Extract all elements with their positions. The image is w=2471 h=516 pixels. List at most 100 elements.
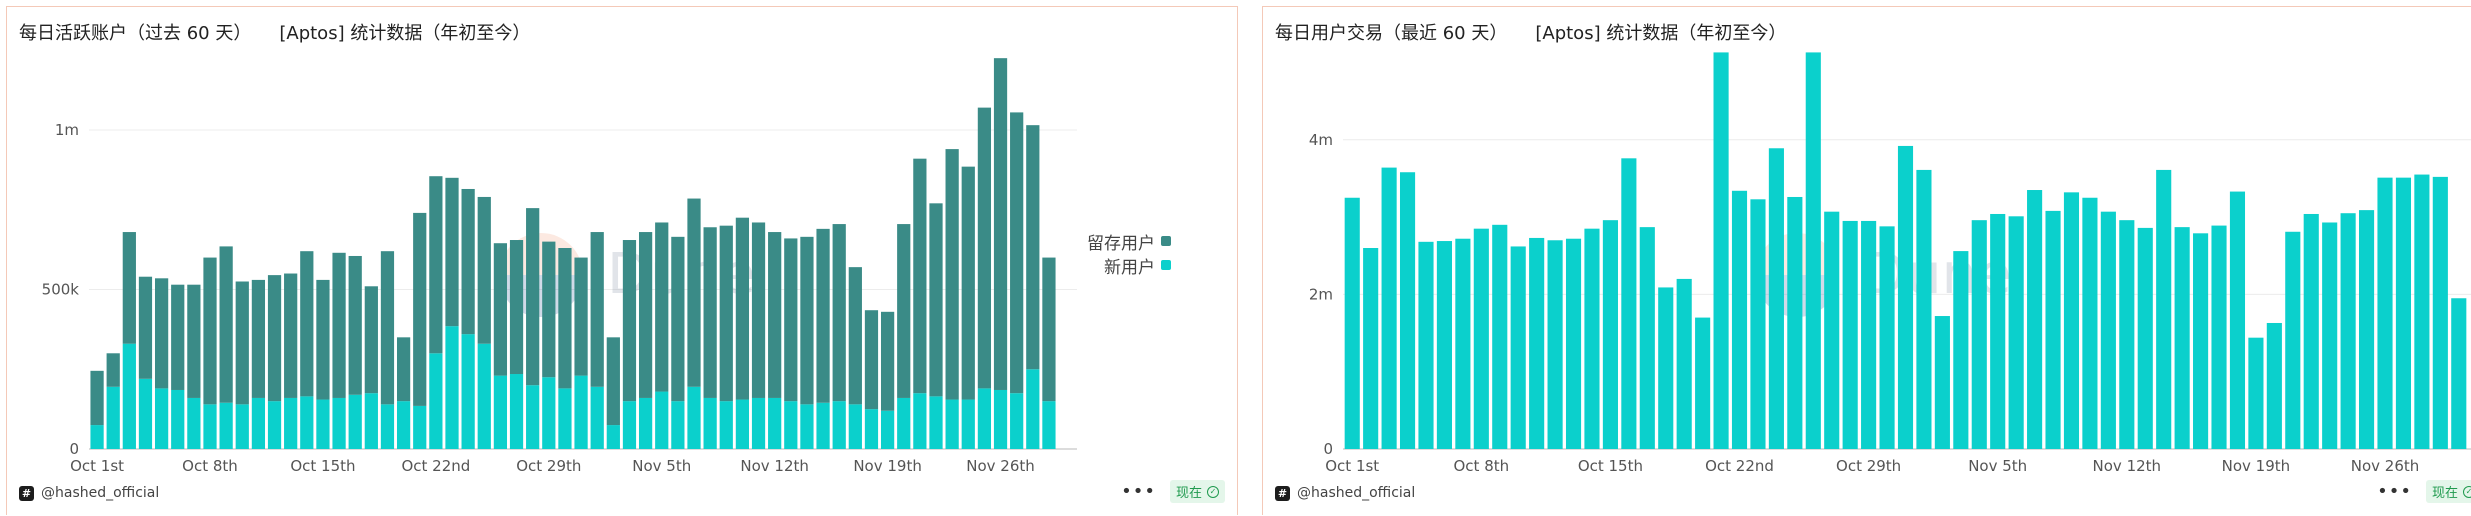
bar-primary[interactable] <box>800 404 814 449</box>
bar-secondary[interactable] <box>429 176 443 354</box>
bar-primary[interactable] <box>751 397 766 449</box>
bar-secondary[interactable] <box>122 232 136 344</box>
bar-primary[interactable] <box>2359 210 2375 449</box>
bar-primary[interactable] <box>526 385 540 449</box>
bar-primary[interactable] <box>2119 220 2135 449</box>
bar-primary[interactable] <box>1344 197 1360 449</box>
bar-primary[interactable] <box>1695 317 1711 449</box>
bar-primary[interactable] <box>1934 316 1950 449</box>
bar-primary[interactable] <box>1897 145 1914 449</box>
bar-primary[interactable] <box>1621 158 1637 449</box>
bar-primary[interactable] <box>2229 191 2246 449</box>
bar-primary[interactable] <box>122 343 136 449</box>
bar-secondary[interactable] <box>90 370 104 426</box>
bar-primary[interactable] <box>2211 225 2227 449</box>
bar-secondary[interactable] <box>171 284 185 390</box>
bar-primary[interactable] <box>300 396 314 449</box>
bar-primary[interactable] <box>1547 240 1563 449</box>
bar-primary[interactable] <box>945 399 959 449</box>
bar-primary[interactable] <box>735 399 750 449</box>
bar-primary[interactable] <box>590 386 604 449</box>
bar-primary[interactable] <box>1602 220 1618 449</box>
bar-primary[interactable] <box>1455 238 1471 449</box>
bar-primary[interactable] <box>2100 211 2116 449</box>
bar-secondary[interactable] <box>187 284 201 398</box>
bar-primary[interactable] <box>348 394 362 449</box>
author-credit[interactable]: # @hashed_official <box>1275 485 1415 501</box>
bar-secondary[interactable] <box>800 236 814 405</box>
bar-primary[interactable] <box>332 397 346 449</box>
bar-primary[interactable] <box>1042 401 1056 449</box>
bar-secondary[interactable] <box>348 255 362 395</box>
bar-primary[interactable] <box>477 343 491 449</box>
bar-secondary[interactable] <box>848 267 862 405</box>
bar-secondary[interactable] <box>332 252 346 398</box>
bar-primary[interactable] <box>461 334 475 449</box>
bar-primary[interactable] <box>1861 220 1877 449</box>
legend-item[interactable]: 留存用户 <box>1087 229 1171 254</box>
bar-primary[interactable] <box>235 404 249 449</box>
bar-primary[interactable] <box>1750 199 1766 449</box>
bar-secondary[interactable] <box>929 203 943 397</box>
bar-secondary[interactable] <box>655 222 669 392</box>
bar-primary[interactable] <box>203 404 217 449</box>
bar-primary[interactable] <box>832 401 846 449</box>
bar-primary[interactable] <box>606 425 620 449</box>
bar-primary[interactable] <box>542 377 556 449</box>
bar-secondary[interactable] <box>945 149 959 400</box>
author-credit[interactable]: # @hashed_official <box>19 485 159 501</box>
bar-primary[interactable] <box>171 389 185 449</box>
bar-secondary[interactable] <box>558 248 572 389</box>
bar-secondary[interactable] <box>574 257 588 376</box>
bar-secondary[interactable] <box>219 246 233 403</box>
bar-secondary[interactable] <box>784 238 798 402</box>
bar-primary[interactable] <box>1916 169 1932 450</box>
bar-secondary[interactable] <box>300 251 314 397</box>
bar-secondary[interactable] <box>364 286 378 394</box>
bar-primary[interactable] <box>364 393 378 449</box>
bar-secondary[interactable] <box>316 279 330 400</box>
bar-primary[interactable] <box>90 425 104 449</box>
bar-primary[interactable] <box>1824 211 1840 449</box>
bar-primary[interactable] <box>558 388 572 449</box>
bar-primary[interactable] <box>2285 231 2301 449</box>
bar-secondary[interactable] <box>413 212 427 406</box>
bar-primary[interactable] <box>1010 393 1024 449</box>
bar-primary[interactable] <box>1565 238 1582 449</box>
bar-secondary[interactable] <box>509 240 524 375</box>
bar-primary[interactable] <box>687 386 701 449</box>
bar-secondary[interactable] <box>735 217 750 400</box>
bar-primary[interactable] <box>2193 233 2209 449</box>
bar-secondary[interactable] <box>477 196 491 344</box>
bar-primary[interactable] <box>913 393 927 449</box>
bar-primary[interactable] <box>251 397 266 449</box>
bar-secondary[interactable] <box>719 225 733 402</box>
bar-secondary[interactable] <box>671 236 685 402</box>
bar-primary[interactable] <box>429 353 443 449</box>
bar-primary[interactable] <box>1768 148 1784 449</box>
bar-primary[interactable] <box>138 378 153 449</box>
bar-primary[interactable] <box>768 397 782 449</box>
bar-primary[interactable] <box>396 401 411 449</box>
legend-item[interactable]: 新用户 <box>1087 253 1171 278</box>
bar-primary[interactable] <box>1492 224 1508 449</box>
bar-primary[interactable] <box>284 397 298 449</box>
bar-primary[interactable] <box>2266 322 2282 449</box>
bar-primary[interactable] <box>380 404 395 449</box>
bar-primary[interactable] <box>1842 220 1858 449</box>
bar-primary[interactable] <box>1658 287 1674 449</box>
bar-primary[interactable] <box>413 405 427 449</box>
bar-primary[interactable] <box>1418 241 1434 449</box>
bar-primary[interactable] <box>574 375 588 449</box>
bar-secondary[interactable] <box>1026 125 1040 370</box>
bar-secondary[interactable] <box>897 224 911 398</box>
bar-primary[interactable] <box>1731 190 1748 450</box>
bar-secondary[interactable] <box>251 279 266 398</box>
bar-primary[interactable] <box>1399 172 1416 450</box>
bar-secondary[interactable] <box>445 177 459 327</box>
bar-secondary[interactable] <box>816 228 830 403</box>
bar-secondary[interactable] <box>687 198 701 387</box>
bar-primary[interactable] <box>1473 228 1489 449</box>
bar-primary[interactable] <box>784 401 798 449</box>
bar-secondary[interactable] <box>913 158 927 394</box>
